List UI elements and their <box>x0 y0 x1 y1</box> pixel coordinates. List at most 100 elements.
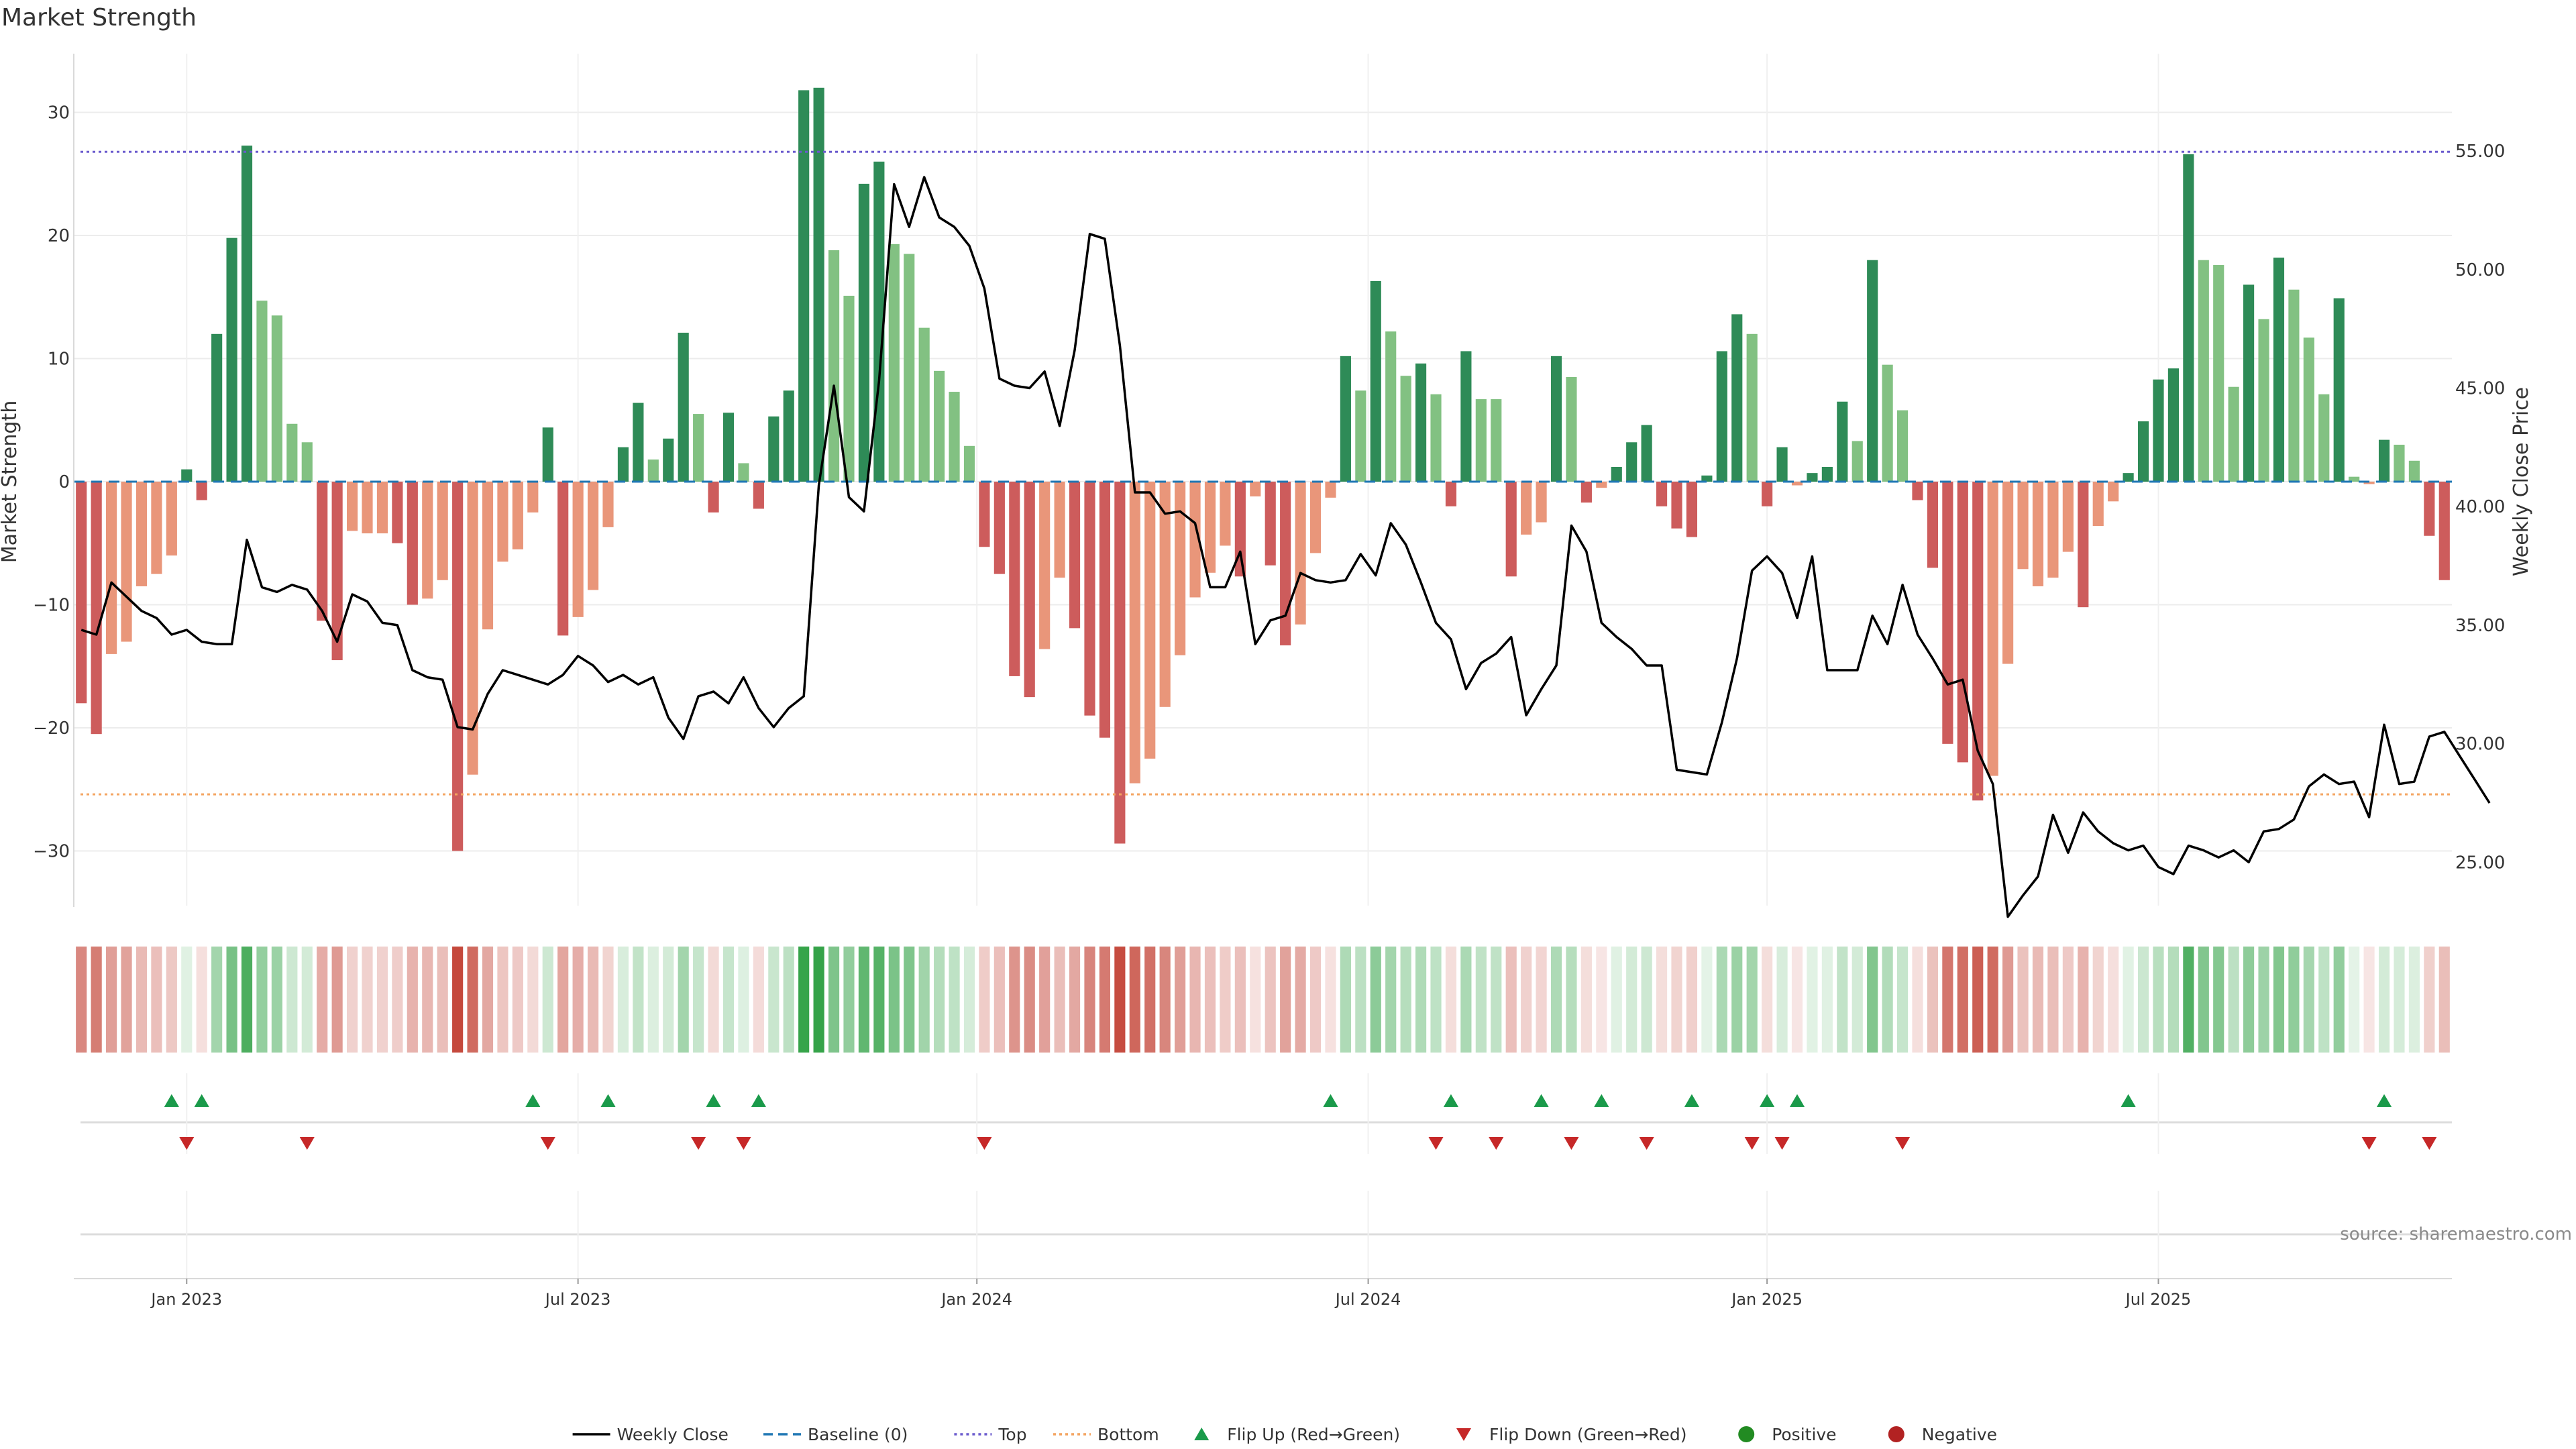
heat-cell <box>301 947 313 1053</box>
heat-cell <box>1641 947 1652 1053</box>
y2-tick-label: 35.00 <box>2455 616 2505 636</box>
heat-cell <box>2062 947 2074 1053</box>
flip-up-marker <box>1594 1094 1609 1107</box>
heat-cell <box>2243 947 2255 1053</box>
strength-bar <box>2167 368 2179 482</box>
strength-bar <box>1099 482 1110 738</box>
heat-cell <box>497 947 508 1053</box>
strength-bar <box>407 482 418 605</box>
strength-bar <box>1896 410 1909 482</box>
strength-bar <box>828 250 840 482</box>
strength-bar <box>2424 482 2435 536</box>
strength-bar <box>1129 482 1140 784</box>
strength-bar <box>1114 482 1126 844</box>
heat-cell <box>1912 947 1923 1053</box>
heat-cell <box>1867 947 1878 1053</box>
strength-bar <box>2394 444 2405 482</box>
heat-cell <box>121 947 132 1053</box>
heat-cell <box>1114 947 1126 1053</box>
heat-cell <box>904 947 915 1053</box>
heat-cell <box>693 947 704 1053</box>
strength-bar <box>1716 351 1727 482</box>
strength-bar <box>979 482 990 547</box>
strength-bar <box>888 244 900 482</box>
strength-bar <box>1626 442 1638 482</box>
strength-bar <box>1430 394 1442 482</box>
heat-cell <box>181 947 193 1053</box>
strength-bar <box>136 482 148 586</box>
heat-cell <box>407 947 418 1053</box>
flip-up-marker <box>2121 1094 2136 1107</box>
heat-cell <box>1701 947 1713 1053</box>
strength-bar <box>166 482 177 556</box>
strength-bar <box>2349 476 2360 482</box>
weekly-close-line <box>80 176 2491 918</box>
heat-cell <box>602 947 614 1053</box>
heat-cell <box>1309 947 1322 1053</box>
y2-axis-label: Weekly Close Price <box>2510 387 2533 576</box>
strength-bar <box>2243 284 2255 482</box>
flip-markers <box>80 1073 2452 1278</box>
strength-bar <box>2378 439 2390 482</box>
heat-cell <box>241 947 253 1053</box>
y2-tick-label: 25.00 <box>2455 853 2505 873</box>
heat-cell <box>572 947 584 1053</box>
heat-cell <box>392 947 403 1053</box>
strength-bar <box>1084 482 1095 716</box>
date-axis: Jan 2023 Jul 2023 Jan 2024 Jul 2024 Jan 2025… <box>74 1278 2452 1309</box>
heat-cell <box>994 947 1005 1053</box>
heat-cell <box>1024 947 1035 1053</box>
strength-bar <box>392 482 403 543</box>
strength-bar <box>1641 425 1652 482</box>
strength-bar <box>1536 482 1547 523</box>
heat-cell <box>1204 947 1216 1053</box>
strength-bar <box>121 482 132 642</box>
heat-cell <box>2032 947 2044 1053</box>
heat-cell <box>949 947 960 1053</box>
flip-down-marker <box>1895 1137 1911 1150</box>
legend-label: Bottom <box>1097 1425 1159 1444</box>
strength-bar <box>1867 260 1878 482</box>
legend-item: Positive <box>1738 1425 1837 1444</box>
heat-cell <box>2108 947 2119 1053</box>
heat-cell <box>1280 947 1291 1053</box>
heat-cell <box>1250 947 1261 1053</box>
heat-cell <box>1927 947 1939 1053</box>
strength-bar <box>798 90 810 482</box>
strength-bar <box>2213 265 2224 482</box>
heat-cell <box>2349 947 2360 1053</box>
strength-bar <box>467 482 478 775</box>
heat-cell <box>482 947 494 1053</box>
heat-cell <box>1837 947 1848 1053</box>
heat-cell <box>813 947 824 1053</box>
axes: −30 −20 −10 0 10 20 30 25.00 30.00 35.00 40.00 45.0… <box>33 54 2505 907</box>
y2-tick-label: 55.00 <box>2455 142 2505 162</box>
flip-up-marker <box>1534 1094 1549 1107</box>
heat-cell <box>1084 947 1095 1053</box>
strength-bar <box>376 482 388 534</box>
heat-cell <box>1851 947 1863 1053</box>
heat-cell <box>1400 947 1411 1053</box>
heat-cell <box>1536 947 1547 1053</box>
heat-cell <box>151 947 162 1053</box>
strength-bar <box>1415 363 1427 482</box>
heat-cell <box>753 947 764 1053</box>
strength-bar <box>2303 337 2314 482</box>
strength-bar <box>2333 298 2345 482</box>
heat-cell <box>542 947 553 1053</box>
grid <box>74 54 2452 906</box>
y-tick-label: −30 <box>33 842 70 862</box>
heat-cell <box>2047 947 2059 1053</box>
strength-bar <box>2092 482 2104 527</box>
x-tick-label: Jul 2023 <box>544 1290 611 1309</box>
strength-bar <box>1927 482 1939 568</box>
strength-bar <box>1851 441 1863 482</box>
strength-bar <box>602 482 614 527</box>
strength-bar <box>1762 482 1773 506</box>
strength-bar <box>1505 482 1517 577</box>
heat-cell <box>783 947 794 1053</box>
strength-bar <box>738 463 749 482</box>
strength-bar <box>226 237 237 482</box>
flip-down-marker <box>1639 1137 1654 1150</box>
heat-cell <box>858 947 870 1053</box>
